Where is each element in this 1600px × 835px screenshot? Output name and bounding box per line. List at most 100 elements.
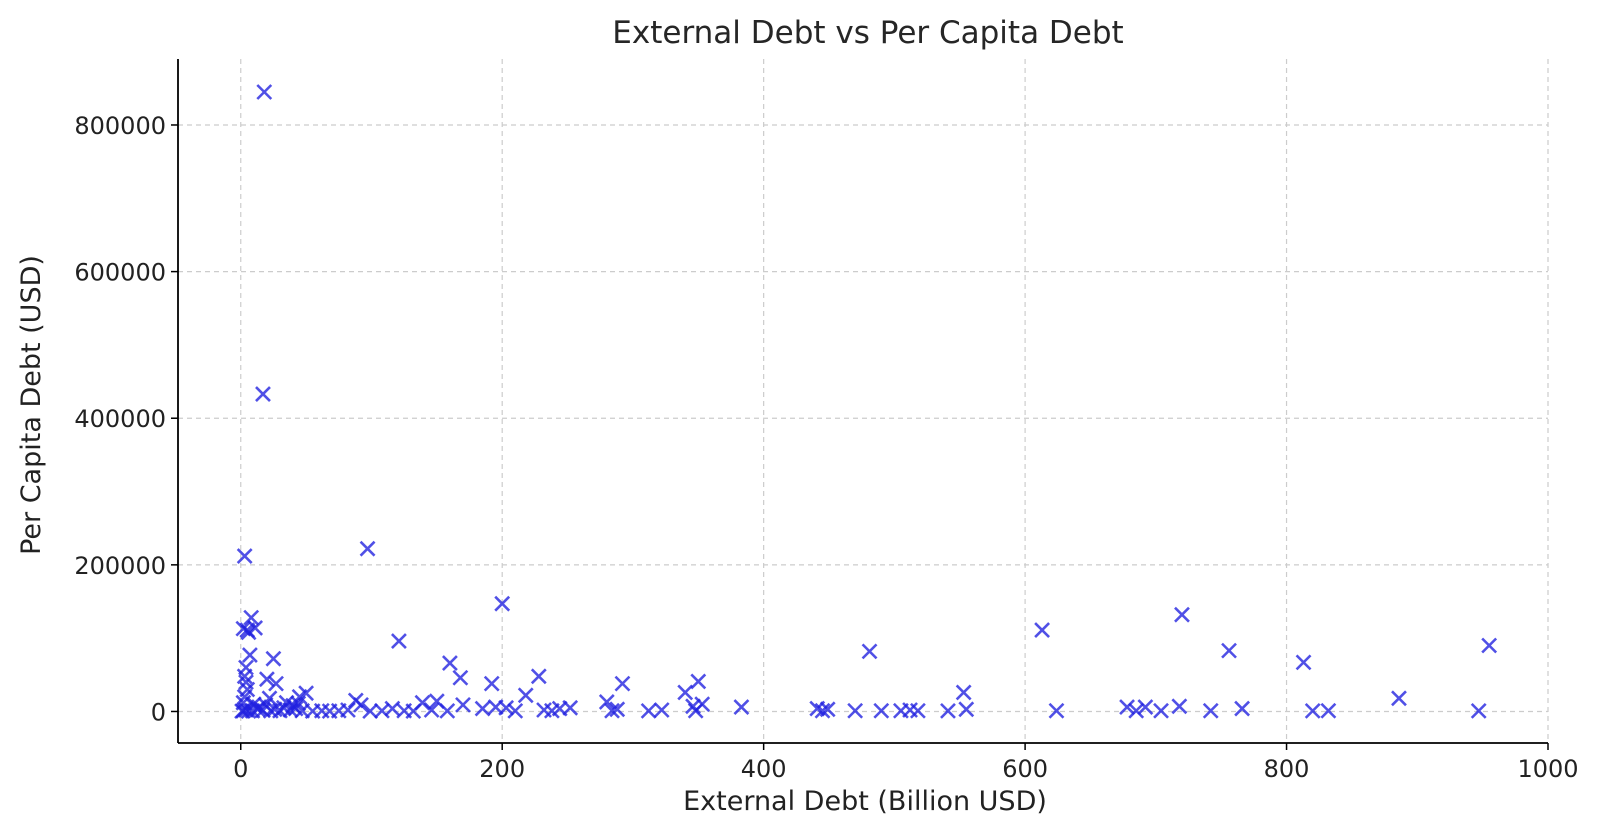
data-point-stroke	[374, 702, 390, 719]
data-point-stroke	[474, 700, 491, 717]
data-point-stroke	[236, 548, 253, 564]
data-point	[362, 703, 379, 720]
data-point	[1137, 699, 1154, 715]
data-point	[268, 675, 284, 692]
y-tick-label: 600000	[74, 259, 166, 287]
tick-labels: 0 200 400 600 800 1000 0 200000 400000 600000 8000…	[74, 112, 1578, 783]
data-point-stroke	[391, 633, 407, 650]
data-point-stroke	[1202, 702, 1219, 719]
x-tick-label: 400	[741, 755, 787, 783]
data-point	[690, 673, 707, 690]
data-point	[861, 643, 878, 660]
data-point-stroke	[1034, 622, 1051, 639]
data-point	[441, 655, 458, 672]
data-point-stroke	[240, 703, 257, 720]
data-point	[530, 668, 547, 685]
data-point-stroke	[258, 671, 275, 688]
data-point-stroke	[452, 669, 469, 686]
data-point	[1304, 702, 1321, 719]
data-point	[236, 548, 253, 564]
data-point	[819, 701, 836, 718]
data-point	[958, 701, 975, 718]
data-point	[1221, 642, 1237, 659]
data-point-stroke	[1153, 702, 1169, 719]
data-point-stroke	[498, 699, 515, 716]
data-point	[257, 696, 274, 713]
data-point	[359, 540, 376, 557]
data-point	[955, 684, 972, 701]
data-point	[298, 685, 315, 702]
data-point-stroke	[1221, 642, 1237, 659]
data-point	[243, 609, 260, 626]
data-point-stroke	[298, 685, 315, 702]
data-point	[241, 647, 258, 663]
data-point	[814, 702, 831, 719]
x-tick-label: 0	[233, 755, 248, 783]
data-point-stroke	[530, 668, 547, 685]
data-point-stroke	[238, 674, 254, 691]
data-point-stroke	[362, 703, 379, 720]
data-point	[909, 702, 926, 719]
data-point-stroke	[313, 702, 330, 719]
data-point-stroke	[243, 609, 260, 626]
data-point	[1153, 702, 1169, 719]
data-point-stroke	[1481, 637, 1498, 654]
data-point	[483, 675, 500, 692]
data-point	[290, 695, 307, 712]
data-point-stroke	[902, 702, 918, 718]
data-point-stroke	[1304, 702, 1321, 719]
data-point	[604, 702, 620, 719]
grid	[178, 59, 1549, 743]
y-axis-title: Per Capita Debt (USD)	[16, 255, 47, 555]
data-point	[873, 702, 890, 719]
data-point-stroke	[909, 702, 926, 719]
data-point-stroke	[653, 702, 670, 718]
data-point	[1202, 702, 1219, 719]
data-point-stroke	[236, 668, 253, 685]
data-point	[1171, 698, 1188, 715]
data-point-stroke	[677, 684, 694, 701]
data-point	[653, 702, 670, 718]
data-point-stroke	[353, 696, 369, 713]
data-point	[256, 84, 273, 100]
data-point-stroke	[483, 675, 500, 692]
data-point	[694, 696, 711, 713]
data-point-stroke	[604, 702, 620, 719]
chart-title: External Debt vs Per Capita Debt	[612, 15, 1123, 51]
data-point-stroke	[257, 696, 274, 713]
data-point-stroke	[285, 697, 301, 714]
data-point	[562, 699, 579, 716]
data-point	[1320, 702, 1337, 719]
data-point	[1481, 637, 1498, 654]
data-point	[598, 694, 615, 710]
data-point	[1119, 699, 1135, 715]
data-point-stroke	[439, 702, 456, 719]
data-point-stroke	[1137, 699, 1154, 715]
data-point	[1234, 700, 1251, 717]
y-tick-label: 200000	[74, 552, 166, 580]
axes	[171, 59, 1549, 750]
data-point-stroke	[455, 696, 471, 713]
data-point-stroke	[441, 655, 458, 672]
data-point	[474, 700, 491, 717]
data-point-stroke	[598, 694, 615, 710]
data-point	[847, 702, 864, 719]
data-point	[1048, 702, 1065, 719]
y-tick-label: 0	[151, 698, 166, 726]
data-point-stroke	[1048, 702, 1065, 719]
data-point-stroke	[1295, 654, 1312, 671]
x-axis-title: External Debt (Billion USD)	[683, 786, 1047, 817]
data-point-stroke	[694, 696, 711, 713]
data-point-stroke	[958, 701, 975, 718]
data-point-stroke	[861, 643, 878, 660]
data-point-stroke	[275, 699, 292, 716]
data-point	[940, 702, 956, 719]
data-point	[240, 703, 257, 720]
x-tick-label: 200	[479, 755, 525, 783]
data-point	[640, 702, 657, 719]
data-point	[353, 696, 369, 713]
data-point-stroke	[1174, 606, 1190, 623]
data-point-stroke	[236, 688, 253, 705]
data-points	[234, 84, 1498, 720]
